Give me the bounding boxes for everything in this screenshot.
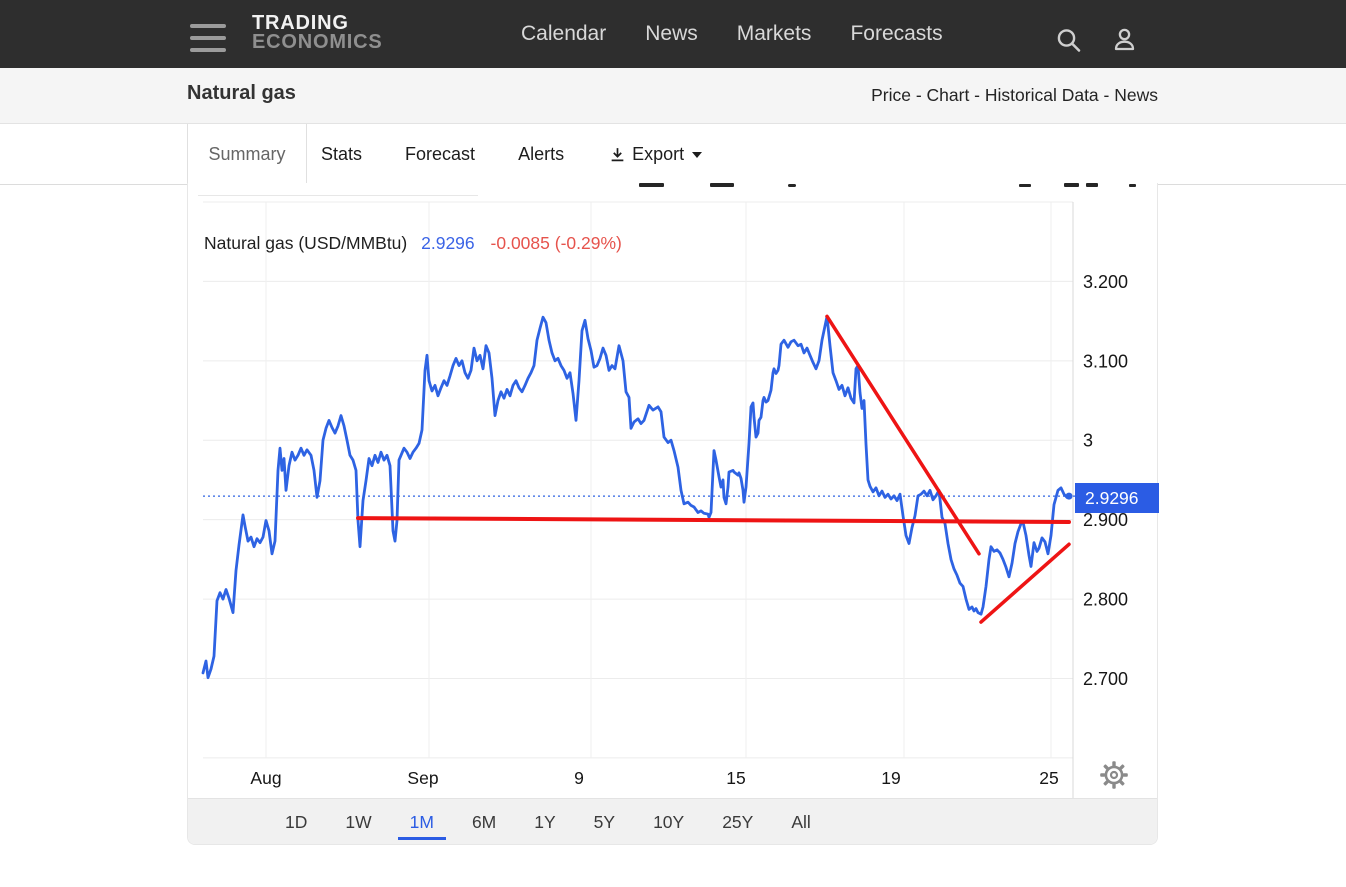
tab-summary[interactable]: Summary (187, 124, 307, 185)
range-all[interactable]: All (791, 812, 811, 832)
export-button[interactable]: Export (594, 144, 717, 165)
logo-line-1: TRADING (252, 12, 349, 34)
range-1y[interactable]: 1Y (534, 812, 556, 832)
chart-legend: Natural gas (USD/MMBtu) 2.9296 -0.0085 (… (204, 233, 622, 254)
chevron-down-icon (692, 151, 703, 158)
svg-text:2.900: 2.900 (1083, 510, 1128, 530)
legend-change: -0.0085 (-0.29%) (490, 233, 622, 253)
svg-text:15: 15 (726, 768, 745, 788)
current-price-badge: 2.9296 (1075, 483, 1159, 513)
toolbar-divider (198, 195, 478, 196)
range-6m[interactable]: 6M (471, 812, 497, 832)
export-label: Export (632, 144, 685, 164)
tabs: Stats Forecast Alerts Export (306, 124, 717, 185)
page-title: Natural gas (187, 82, 296, 104)
clipped-toolbar-icon[interactable] (788, 184, 796, 187)
svg-text:25: 25 (1039, 768, 1058, 788)
logo-line-2: ECONOMICS (252, 31, 383, 53)
breadcrumb-separator: - (910, 85, 927, 105)
download-icon (611, 148, 624, 162)
svg-text:Aug: Aug (250, 768, 281, 788)
main-nav: Calendar News Markets Forecasts (521, 0, 943, 68)
tab-strip-divider (0, 184, 187, 185)
link-news[interactable]: News (1114, 85, 1158, 105)
legend-series-name: Natural gas (USD/MMBtu) (204, 233, 408, 253)
range-1w[interactable]: 1W (345, 812, 372, 832)
legend-price: 2.9296 (421, 233, 475, 253)
tab-strip: Summary Stats Forecast Alerts Export (0, 124, 1346, 185)
range-10y[interactable]: 10Y (653, 812, 685, 832)
nav-news[interactable]: News (645, 22, 698, 45)
settings-gear-icon[interactable] (1099, 760, 1129, 790)
svg-text:2.700: 2.700 (1083, 669, 1128, 689)
svg-text:3.100: 3.100 (1083, 351, 1128, 371)
range-1d[interactable]: 1D (285, 812, 308, 832)
search-icon[interactable] (1053, 25, 1084, 56)
clipped-toolbar-icon[interactable] (1086, 183, 1098, 187)
svg-text:Sep: Sep (407, 768, 438, 788)
top-nav-bar: TRADING ECONOMICS Calendar News Markets … (0, 0, 1346, 68)
nav-markets[interactable]: Markets (736, 22, 812, 45)
chart-container: 3.200 3.100 3 2.900 2.800 2.700 Aug Sep 9 15 19 25 … (187, 183, 1159, 845)
site-logo[interactable]: TRADING ECONOMICS (252, 12, 383, 53)
breadcrumb-separator: - (1098, 85, 1115, 105)
range-selector: 1D 1W 1M 6M 1Y 5Y 10Y 25Y All (188, 798, 1157, 844)
tab-stats[interactable]: Stats (321, 144, 363, 164)
svg-text:9: 9 (574, 768, 584, 788)
breadcrumb: Price - Chart - Historical Data - News (871, 85, 1158, 106)
link-chart[interactable]: Chart (926, 85, 970, 105)
clipped-toolbar-icon[interactable] (1064, 183, 1079, 187)
link-price[interactable]: Price (871, 85, 911, 105)
link-historical-data[interactable]: Historical Data (984, 85, 1099, 105)
price-chart-plot[interactable]: 3.200 3.100 3 2.900 2.800 2.700 Aug Sep 9 15 19 25 (188, 183, 1157, 808)
svg-text:3.200: 3.200 (1083, 272, 1128, 292)
range-25y[interactable]: 25Y (722, 812, 754, 832)
tab-alerts[interactable]: Alerts (518, 144, 565, 164)
user-icon[interactable] (1110, 25, 1139, 54)
svg-text:19: 19 (881, 768, 900, 788)
nav-calendar[interactable]: Calendar (521, 22, 607, 45)
range-5y[interactable]: 5Y (593, 812, 616, 832)
hamburger-menu-icon[interactable] (190, 24, 226, 52)
svg-text:2.800: 2.800 (1083, 590, 1128, 610)
breadcrumb-separator: - (969, 85, 985, 105)
clipped-toolbar-icon[interactable] (710, 183, 734, 187)
clipped-toolbar-icon[interactable] (1129, 184, 1136, 187)
title-bar: Natural gas Price - Chart - Historical D… (0, 68, 1346, 124)
range-1m[interactable]: 1M (398, 803, 446, 840)
tab-forecast[interactable]: Forecast (405, 144, 476, 164)
nav-forecasts[interactable]: Forecasts (850, 22, 943, 45)
clipped-toolbar-icon[interactable] (1019, 184, 1031, 187)
svg-text:3: 3 (1083, 431, 1093, 451)
clipped-toolbar-icon[interactable] (639, 183, 664, 187)
